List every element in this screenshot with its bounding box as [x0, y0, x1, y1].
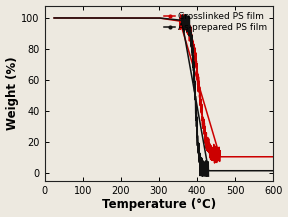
- Legend: Crosslinked PS film, As-prepared PS film: Crosslinked PS film, As-prepared PS film: [162, 10, 269, 34]
- Y-axis label: Weight (%): Weight (%): [5, 56, 18, 130]
- X-axis label: Temperature (°C): Temperature (°C): [102, 198, 216, 211]
